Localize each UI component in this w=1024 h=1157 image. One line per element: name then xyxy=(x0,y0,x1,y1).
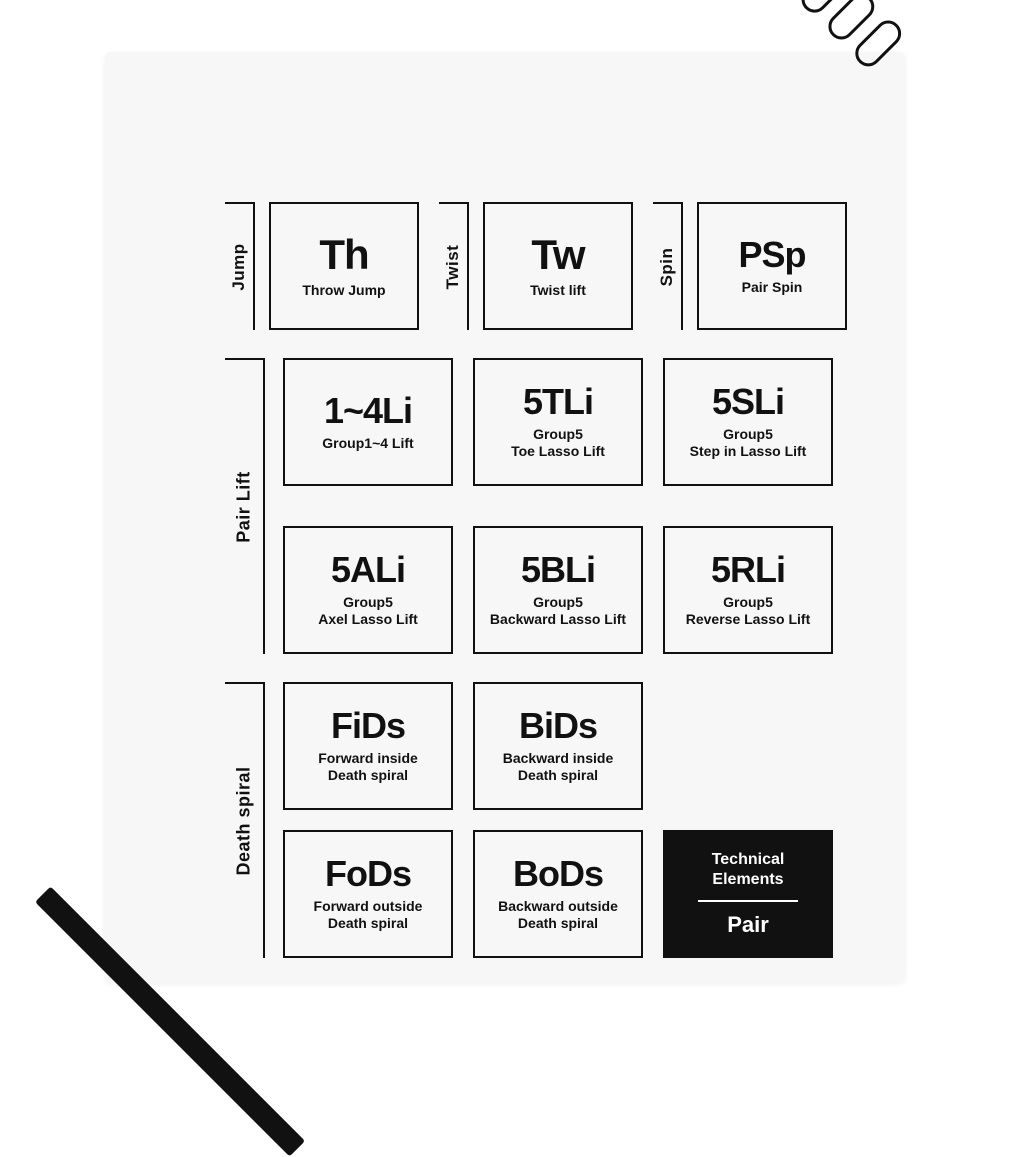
mini-label: Jump xyxy=(229,243,249,290)
section-label-col: Pair Lift xyxy=(225,358,265,654)
element-code: PSp xyxy=(738,237,805,273)
element-cell: BiDs Backward insideDeath spiral xyxy=(473,682,643,810)
element-desc: Group5Axel Lasso Lift xyxy=(318,594,418,628)
element-code: 5TLi xyxy=(523,384,593,420)
mini-group: Spin PSp Pair Spin xyxy=(653,202,847,330)
element-desc: Throw Jump xyxy=(302,282,385,299)
mini-label: Twist xyxy=(443,245,463,290)
element-code: 5BLi xyxy=(521,552,595,588)
element-code: 1~4Li xyxy=(324,393,412,429)
section-label-col: Death spiral xyxy=(225,682,265,958)
section-label: Death spiral xyxy=(234,766,255,875)
element-desc: Group5Step in Lasso Lift xyxy=(690,426,807,460)
element-desc: Group5Toe Lasso Lift xyxy=(511,426,605,460)
row-single-elements: Jump Th Throw Jump Twist Tw Twist lift Spin PSp… xyxy=(225,202,885,330)
element-desc: Group1~4 Lift xyxy=(322,435,413,452)
element-code: FiDs xyxy=(331,708,405,744)
mini-label-col: Spin xyxy=(653,202,683,330)
element-desc: Twist lift xyxy=(530,282,586,299)
element-desc: Group5Backward Lasso Lift xyxy=(490,594,626,628)
mini-label: Spin xyxy=(657,248,677,287)
legend-box: TechnicalElements Pair xyxy=(663,830,833,958)
notebook-page: Jump Th Throw Jump Twist Tw Twist lift Spin PSp… xyxy=(105,52,905,982)
death-row-2: FoDs Forward outsideDeath spiral BoDs Backw… xyxy=(283,830,833,958)
section-pair-lift: Pair Lift 1~4Li Group1~4 Lift 5TLi Group5To… xyxy=(225,358,885,654)
element-code: Th xyxy=(319,234,368,276)
element-code: FoDs xyxy=(325,856,411,892)
element-code: 5SLi xyxy=(712,384,784,420)
content-area: Jump Th Throw Jump Twist Tw Twist lift Spin PSp… xyxy=(225,202,885,986)
spiral-binding xyxy=(739,0,915,84)
element-code: BiDs xyxy=(519,708,597,744)
element-cell: FoDs Forward outsideDeath spiral xyxy=(283,830,453,958)
pair-lift-cells: 1~4Li Group1~4 Lift 5TLi Group5Toe Lasso Li… xyxy=(265,358,885,654)
element-desc: Backward outsideDeath spiral xyxy=(498,898,618,932)
element-cell: 1~4Li Group1~4 Lift xyxy=(283,358,453,486)
legend-subtitle: Pair xyxy=(727,912,769,938)
death-spiral-grid: FiDs Forward insideDeath spiral BiDs Backwa… xyxy=(265,682,833,958)
element-cell: 5RLi Group5Reverse Lasso Lift xyxy=(663,526,833,654)
element-cell: FiDs Forward insideDeath spiral xyxy=(283,682,453,810)
death-row-1: FiDs Forward insideDeath spiral BiDs Backwa… xyxy=(283,682,833,810)
legend-divider xyxy=(698,900,798,902)
element-code: 5RLi xyxy=(711,552,785,588)
element-desc: Forward outsideDeath spiral xyxy=(314,898,423,932)
element-cell: 5ALi Group5Axel Lasso Lift xyxy=(283,526,453,654)
element-cell: 5BLi Group5Backward Lasso Lift xyxy=(473,526,643,654)
element-desc: Forward insideDeath spiral xyxy=(318,750,418,784)
mini-group: Jump Th Throw Jump xyxy=(225,202,419,330)
element-code: 5ALi xyxy=(331,552,405,588)
element-code: BoDs xyxy=(513,856,603,892)
mini-label-col: Jump xyxy=(225,202,255,330)
element-code: Tw xyxy=(531,234,584,276)
element-cell: Tw Twist lift xyxy=(483,202,633,330)
element-cell: PSp Pair Spin xyxy=(697,202,847,330)
element-desc: Pair Spin xyxy=(742,279,803,296)
legend-title: TechnicalElements xyxy=(712,850,785,890)
element-desc: Group5Reverse Lasso Lift xyxy=(686,594,811,628)
mini-group: Twist Tw Twist lift xyxy=(439,202,633,330)
section-label: Pair Lift xyxy=(234,471,255,543)
section-death-spiral: Death spiral FiDs Forward insideDeath spi… xyxy=(225,682,885,958)
element-cell: 5TLi Group5Toe Lasso Lift xyxy=(473,358,643,486)
mini-label-col: Twist xyxy=(439,202,469,330)
element-cell: 5SLi Group5Step in Lasso Lift xyxy=(663,358,833,486)
element-cell: Th Throw Jump xyxy=(269,202,419,330)
element-cell: BoDs Backward outsideDeath spiral xyxy=(473,830,643,958)
element-desc: Backward insideDeath spiral xyxy=(503,750,614,784)
